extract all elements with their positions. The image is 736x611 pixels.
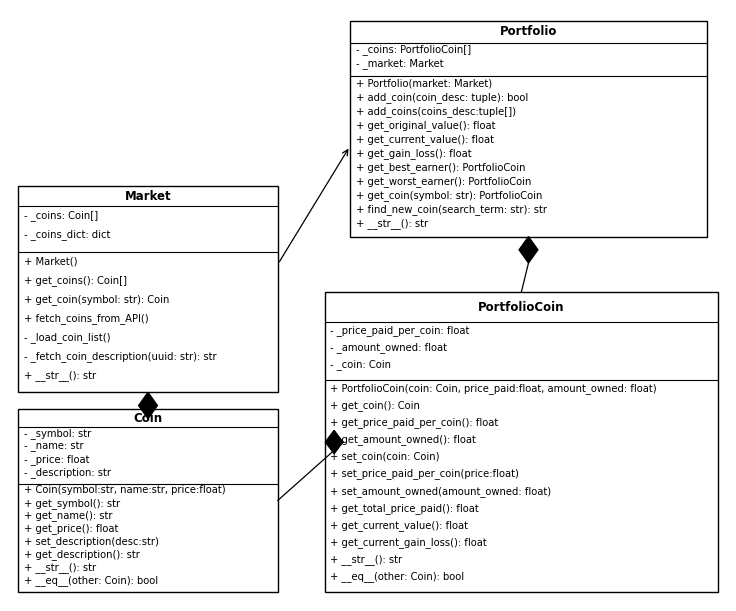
Text: + get_worst_earner(): PortfolioCoin: + get_worst_earner(): PortfolioCoin	[355, 177, 531, 187]
Text: + get_coin(symbol: str): Coin: + get_coin(symbol: str): Coin	[24, 294, 169, 305]
Text: + get_current_gain_loss(): float: + get_current_gain_loss(): float	[330, 537, 487, 547]
Text: + __str__(): str: + __str__(): str	[355, 219, 428, 230]
Text: + Portfolio(market: Market): + Portfolio(market: Market)	[355, 78, 492, 89]
Text: + get_symbol(): str: + get_symbol(): str	[24, 498, 120, 508]
Text: + find_new_coin(search_term: str): str: + find_new_coin(search_term: str): str	[355, 205, 547, 216]
Text: - _coins_dict: dict: - _coins_dict: dict	[24, 229, 110, 240]
Text: + get_original_value(): float: + get_original_value(): float	[355, 120, 495, 131]
Text: + get_best_earner(): PortfolioCoin: + get_best_earner(): PortfolioCoin	[355, 163, 526, 173]
Text: - _market: Market: - _market: Market	[355, 58, 443, 69]
Text: + get_name(): str: + get_name(): str	[24, 511, 113, 521]
Text: + __eq__(other: Coin): bool: + __eq__(other: Coin): bool	[24, 575, 158, 585]
Text: + get_coin(symbol: str): PortfolioCoin: + get_coin(symbol: str): PortfolioCoin	[355, 191, 542, 201]
Text: + Coin(symbol:str, name:str, price:float): + Coin(symbol:str, name:str, price:float…	[24, 485, 225, 496]
Text: Portfolio: Portfolio	[500, 26, 557, 38]
Bar	[325, 292, 718, 591]
Bar	[18, 409, 277, 591]
Text: + set_coin(coin: Coin): + set_coin(coin: Coin)	[330, 452, 440, 463]
Text: - _coins: PortfolioCoin[]: - _coins: PortfolioCoin[]	[355, 44, 471, 55]
Text: - _price: float: - _price: float	[24, 454, 90, 465]
Polygon shape	[519, 236, 538, 263]
Text: + get_total_price_paid(): float: + get_total_price_paid(): float	[330, 503, 479, 514]
Text: - _name: str: - _name: str	[24, 441, 84, 452]
Text: + get_current_value(): float: + get_current_value(): float	[355, 134, 494, 145]
Text: + get_price_paid_per_coin(): float: + get_price_paid_per_coin(): float	[330, 417, 499, 428]
Text: + get_amount_owned(): float: + get_amount_owned(): float	[330, 434, 476, 445]
Text: Market: Market	[124, 189, 171, 203]
Text: PortfolioCoin: PortfolioCoin	[478, 301, 565, 314]
Text: + set_amount_owned(amount_owned: float): + set_amount_owned(amount_owned: float)	[330, 486, 551, 497]
Text: - _symbol: str: - _symbol: str	[24, 428, 91, 439]
Text: + get_coin(): Coin: + get_coin(): Coin	[330, 400, 420, 411]
Text: + add_coins(coins_desc:tuple[]): + add_coins(coins_desc:tuple[])	[355, 106, 516, 117]
Text: + get_current_value(): float: + get_current_value(): float	[330, 520, 469, 531]
Text: + get_description(): str: + get_description(): str	[24, 549, 140, 560]
Text: - _load_coin_list(): - _load_coin_list()	[24, 332, 110, 343]
Text: + get_coins(): Coin[]: + get_coins(): Coin[]	[24, 275, 127, 286]
Text: - _coin: Coin: - _coin: Coin	[330, 359, 392, 370]
Polygon shape	[138, 392, 158, 419]
Text: - _fetch_coin_description(uuid: str): str: - _fetch_coin_description(uuid: str): st…	[24, 351, 216, 362]
Text: - _price_paid_per_coin: float: - _price_paid_per_coin: float	[330, 325, 470, 336]
Text: - _coins: Coin[]: - _coins: Coin[]	[24, 210, 98, 221]
Text: + Market(): + Market()	[24, 257, 77, 266]
Text: - _description: str: - _description: str	[24, 467, 111, 478]
Text: + get_price(): float: + get_price(): float	[24, 524, 118, 534]
Bar	[18, 186, 277, 392]
Text: + add_coin(coin_desc: tuple): bool: + add_coin(coin_desc: tuple): bool	[355, 92, 528, 103]
Text: + get_gain_loss(): float: + get_gain_loss(): float	[355, 148, 471, 159]
Text: + __str__(): str: + __str__(): str	[24, 370, 96, 381]
Text: Coin: Coin	[133, 412, 163, 425]
Text: + __str__(): str: + __str__(): str	[330, 554, 403, 565]
Text: + set_price_paid_per_coin(price:float): + set_price_paid_per_coin(price:float)	[330, 469, 520, 480]
Text: - _amount_owned: float: - _amount_owned: float	[330, 342, 447, 353]
Polygon shape	[325, 430, 343, 454]
Text: + set_description(desc:str): + set_description(desc:str)	[24, 536, 159, 547]
Text: + fetch_coins_from_API(): + fetch_coins_from_API()	[24, 313, 149, 324]
Bar	[350, 21, 707, 236]
Text: + __eq__(other: Coin): bool: + __eq__(other: Coin): bool	[330, 571, 464, 582]
Text: + PortfolioCoin(coin: Coin, price_paid:float, amount_owned: float): + PortfolioCoin(coin: Coin, price_paid:f…	[330, 383, 657, 394]
Text: + __str__(): str: + __str__(): str	[24, 562, 96, 573]
